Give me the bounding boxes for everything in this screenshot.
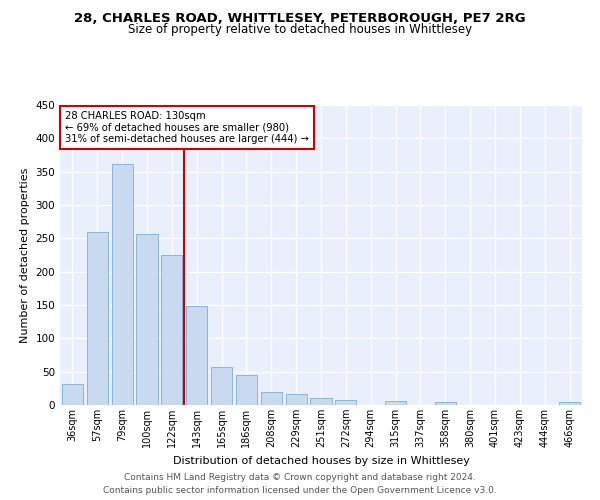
Bar <box>112 164 133 405</box>
Bar <box>335 400 356 405</box>
Bar <box>236 375 257 405</box>
Bar <box>186 306 207 405</box>
Bar <box>87 232 108 405</box>
Bar <box>261 392 282 405</box>
Text: Contains public sector information licensed under the Open Government Licence v3: Contains public sector information licen… <box>103 486 497 495</box>
Bar <box>136 234 158 405</box>
Bar <box>211 367 232 405</box>
Text: 28 CHARLES ROAD: 130sqm
← 69% of detached houses are smaller (980)
31% of semi-d: 28 CHARLES ROAD: 130sqm ← 69% of detache… <box>65 111 309 144</box>
Bar <box>286 394 307 405</box>
Bar <box>435 402 456 405</box>
Text: Size of property relative to detached houses in Whittlesey: Size of property relative to detached ho… <box>128 24 472 36</box>
Bar <box>62 384 83 405</box>
Bar <box>385 401 406 405</box>
Y-axis label: Number of detached properties: Number of detached properties <box>20 168 30 342</box>
Bar <box>310 398 332 405</box>
Text: Contains HM Land Registry data © Crown copyright and database right 2024.: Contains HM Land Registry data © Crown c… <box>124 474 476 482</box>
Text: 28, CHARLES ROAD, WHITTLESEY, PETERBOROUGH, PE7 2RG: 28, CHARLES ROAD, WHITTLESEY, PETERBOROU… <box>74 12 526 26</box>
X-axis label: Distribution of detached houses by size in Whittlesey: Distribution of detached houses by size … <box>173 456 469 466</box>
Bar <box>559 402 580 405</box>
Bar <box>161 255 182 405</box>
